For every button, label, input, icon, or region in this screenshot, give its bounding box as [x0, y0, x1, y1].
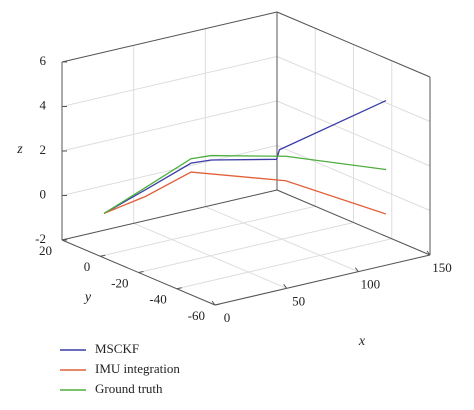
- grid-line: [61, 145, 278, 196]
- grid-line: [61, 100, 278, 152]
- tick-mark: [138, 271, 144, 273]
- legend-label: IMU integration: [95, 361, 180, 376]
- z-tick-label: 0: [40, 186, 47, 201]
- tick-mark: [100, 254, 106, 257]
- x-tick-label: 150: [432, 260, 452, 275]
- tick-mark: [61, 238, 68, 241]
- x-axis-label: x: [358, 334, 366, 349]
- z-axis-label: z: [16, 142, 23, 157]
- series-line: [103, 154, 387, 214]
- x-tick-label: 50: [292, 293, 305, 308]
- grid-line: [100, 205, 316, 257]
- series-line: [103, 99, 387, 214]
- axis-line: [61, 11, 278, 63]
- grid-line: [276, 56, 431, 122]
- z-tick-label: -2: [35, 231, 46, 246]
- y-tick-label: -40: [149, 292, 166, 307]
- tick-mark: [283, 284, 288, 289]
- grid-line: [176, 238, 392, 290]
- grid-line: [61, 56, 278, 107]
- tick-mark: [426, 250, 431, 256]
- grid-line: [138, 222, 354, 273]
- x-tick-label: 100: [361, 277, 381, 292]
- axis-line: [214, 254, 431, 306]
- tick-mark: [354, 267, 359, 272]
- y-axis-label: y: [83, 290, 92, 305]
- x-tick-label: 0: [224, 310, 231, 325]
- y-tick-label: 20: [39, 243, 52, 258]
- z-tick-label: 2: [40, 142, 47, 157]
- legend-label: Ground truth: [95, 381, 163, 396]
- axis-line: [276, 189, 431, 256]
- z-tick-label: 6: [40, 53, 47, 68]
- tick-mark: [214, 303, 221, 306]
- axis-line: [61, 189, 278, 241]
- y-tick-label: -20: [111, 275, 128, 290]
- axis-line: [276, 11, 431, 78]
- series-line: [103, 171, 387, 215]
- tick-mark: [176, 287, 182, 290]
- z-tick-label: 4: [40, 97, 47, 112]
- grid-line: [276, 100, 431, 167]
- y-tick-label: 0: [84, 259, 91, 274]
- legend-label: MSCKF: [95, 341, 139, 356]
- tick-mark: [211, 300, 216, 306]
- y-tick-label: -60: [188, 308, 205, 323]
- grid-line: [276, 145, 431, 211]
